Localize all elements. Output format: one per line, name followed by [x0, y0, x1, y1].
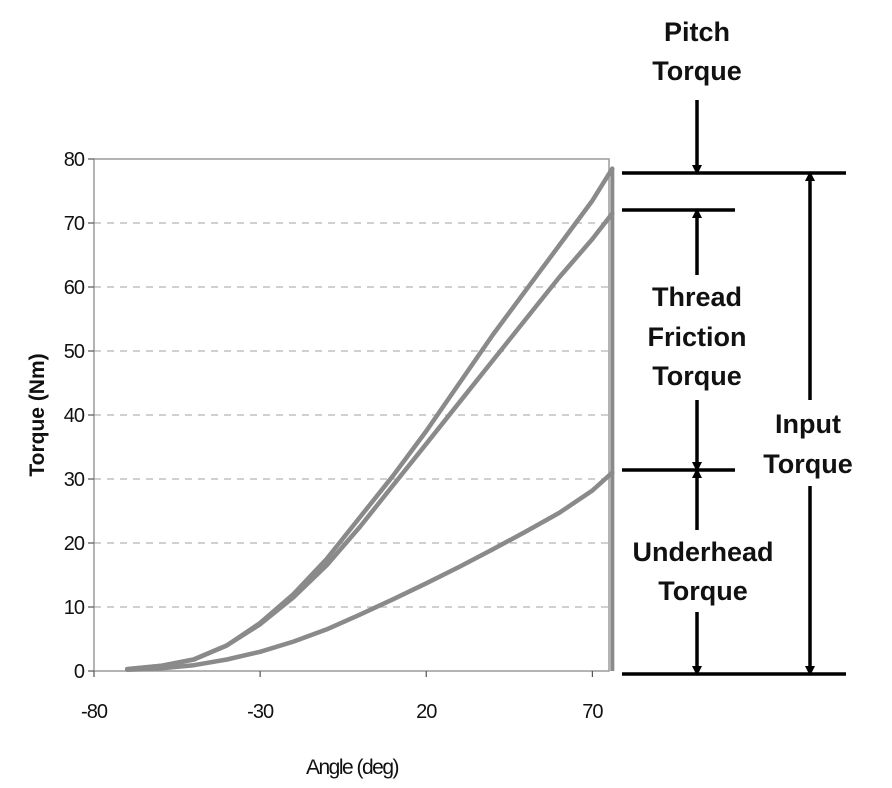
y-axis-label: Torque (Nm)	[26, 353, 49, 476]
thread-label-line-2: Friction	[648, 322, 747, 352]
y-tick-label-80: 80	[64, 149, 85, 171]
y-tick-label-60: 60	[64, 277, 85, 299]
thread-label-line-3: Torque	[652, 361, 742, 391]
thread-label-line-1: Thread	[652, 282, 742, 312]
gridlines	[94, 222, 609, 608]
pitch-label-line-2: Torque	[652, 56, 742, 86]
input-label-line-2: Torque	[763, 449, 853, 479]
series-layer	[124, 166, 615, 672]
underhead-label-line-2: Torque	[658, 576, 748, 606]
x-tick-label-20: 20	[416, 701, 437, 723]
y-tick-label-20: 20	[64, 533, 85, 555]
y-tick-label-40: 40	[64, 405, 85, 427]
y-tick-label-50: 50	[64, 341, 85, 363]
x-axis-label: Angle (deg)	[306, 756, 399, 779]
x-tick-label-70: 70	[582, 701, 603, 723]
underhead-label-line-1: Underhead	[632, 537, 773, 567]
y-tick-label-0: 0	[74, 661, 85, 683]
y-tick-label-30: 30	[64, 469, 85, 491]
x-tick-label--80: -80	[81, 701, 108, 723]
y-tick-label-70: 70	[64, 213, 85, 235]
x-tick-label--30: -30	[247, 701, 274, 723]
input-label-line-1: Input	[775, 409, 841, 439]
y-tick-label-10: 10	[64, 597, 85, 619]
torque-breakdown-diagram	[622, 100, 846, 676]
series-line-1	[124, 166, 615, 672]
series-line-2	[124, 211, 615, 672]
series-line-3	[124, 470, 615, 672]
axes: 0 10 20 30 40 50 60 70 80 -80 -30 20 70	[64, 149, 605, 723]
plot-frame	[93, 158, 610, 672]
pitch-label-line-1: Pitch	[664, 17, 730, 47]
